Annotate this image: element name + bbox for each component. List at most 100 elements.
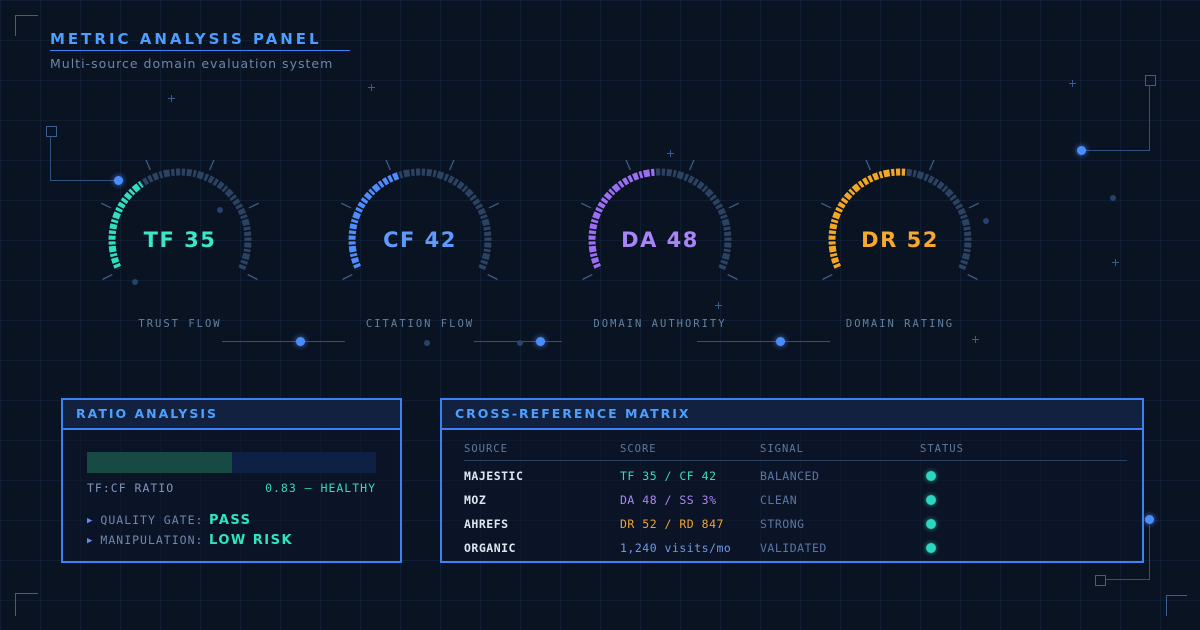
quality-gate-row: ▶ QUALITY GATE: PASS (87, 510, 252, 528)
corner-bracket-icon (1166, 595, 1187, 616)
ratio-label: TF:CF RATIO (87, 481, 175, 495)
panel-title: CROSS-REFERENCE MATRIX (442, 400, 1142, 430)
glow-dot-icon (536, 337, 545, 346)
sparkle-icon (368, 84, 375, 91)
sparkle-icon (1112, 259, 1119, 266)
table-header-divider (464, 460, 1127, 461)
gauge-label: CITATION FLOW (365, 318, 475, 330)
gauge-value: CF 42 (383, 228, 457, 252)
status-dot-icon (926, 495, 936, 505)
gauge-trust-flow: TF 35 TRUST FLOW (60, 150, 300, 340)
column-header-source: SOURCE (464, 443, 508, 455)
row-signal: STRONG (760, 517, 805, 531)
sparkle-icon (667, 150, 674, 157)
particle-dot-icon (983, 218, 989, 224)
status-dot-icon (926, 519, 936, 529)
manipulation-label: MANIPULATION: (100, 533, 204, 547)
title-underline (50, 50, 350, 51)
quality-gate-value: PASS (209, 513, 252, 528)
circuit-trace (1149, 525, 1150, 579)
ratio-value: 0.83 — HEALTHY (265, 481, 376, 495)
sparkle-icon (1069, 80, 1076, 87)
column-header-signal: SIGNAL (760, 443, 804, 455)
gauge-arc-icon (580, 159, 740, 281)
table-row: MOZ DA 48 / SS 3% CLEAN (464, 488, 1127, 512)
circuit-trace (222, 341, 345, 342)
circuit-trace (1105, 579, 1150, 580)
gauge-ticks (820, 159, 980, 281)
panel-title: RATIO ANALYSIS (63, 400, 400, 430)
column-header-score: SCORE (620, 443, 657, 455)
page-subtitle: Multi-source domain evaluation system (50, 56, 334, 71)
triangle-bullet-icon: ▶ (87, 516, 94, 526)
circuit-node-icon (1145, 75, 1156, 86)
row-source: MAJESTIC (464, 469, 524, 483)
gauge-value: DA 48 (621, 228, 699, 252)
circuit-trace (50, 180, 114, 181)
gauge-label: TRUST FLOW (138, 318, 222, 330)
gauge-ticks (580, 159, 740, 281)
row-source: MOZ (464, 493, 487, 507)
row-score: TF 35 / CF 42 (620, 469, 717, 483)
table-row: MAJESTIC TF 35 / CF 42 BALANCED (464, 464, 1127, 488)
gauge-value: DR 52 (861, 228, 939, 252)
particle-dot-icon (517, 340, 523, 346)
gauge-citation-flow: CF 42 CITATION FLOW (300, 150, 540, 340)
gauge-label: DOMAIN AUTHORITY (593, 318, 727, 330)
gauge-domain-authority: DA 48 DOMAIN AUTHORITY (540, 150, 780, 340)
table-row: ORGANIC 1,240 visits/mo VALIDATED (464, 536, 1127, 560)
gauge-ticks (100, 159, 260, 281)
circuit-trace (1086, 150, 1150, 151)
table-row: AHREFS DR 52 / RD 847 STRONG (464, 512, 1127, 536)
gauge-label: DOMAIN RATING (845, 318, 955, 330)
row-signal: CLEAN (760, 493, 798, 507)
ratio-progress-bar (87, 452, 376, 473)
circuit-trace (1149, 85, 1150, 150)
row-score: 1,240 visits/mo (620, 541, 732, 555)
row-score: DA 48 / SS 3% (620, 493, 717, 507)
sparkle-icon (972, 336, 979, 343)
row-source: ORGANIC (464, 541, 516, 555)
manipulation-value: LOW RISK (209, 533, 294, 548)
circuit-trace (50, 136, 51, 180)
corner-bracket-icon (15, 593, 38, 616)
gauge-arc-icon (340, 159, 500, 281)
glow-dot-icon (776, 337, 785, 346)
ratio-progress-fill (87, 452, 232, 473)
column-header-status: STATUS (920, 443, 964, 455)
row-signal: BALANCED (760, 469, 820, 483)
particle-dot-icon (424, 340, 430, 346)
particle-dot-icon (132, 279, 138, 285)
sparkle-icon (715, 302, 722, 309)
glow-dot-icon (114, 176, 123, 185)
row-source: AHREFS (464, 517, 509, 531)
glow-dot-icon (1077, 146, 1086, 155)
circuit-node-icon (46, 126, 57, 137)
sparkle-icon (168, 95, 175, 102)
glow-dot-icon (296, 337, 305, 346)
page-title: METRIC ANALYSIS PANEL (50, 30, 322, 48)
gauge-arc-icon (820, 159, 980, 281)
quality-gate-label: QUALITY GATE: (100, 513, 204, 527)
status-dot-icon (926, 471, 936, 481)
ratio-analysis-panel: RATIO ANALYSIS TF:CF RATIO 0.83 — HEALTH… (61, 398, 402, 563)
particle-dot-icon (1110, 195, 1116, 201)
gauge-ticks (340, 159, 500, 281)
row-score: DR 52 / RD 847 (620, 517, 724, 531)
circuit-trace (697, 341, 830, 342)
gauge-domain-rating: DR 52 DOMAIN RATING (780, 150, 1020, 340)
table-header-row: SOURCE SCORE SIGNAL STATUS (464, 439, 1127, 460)
triangle-bullet-icon: ▶ (87, 536, 94, 546)
manipulation-row: ▶ MANIPULATION: LOW RISK (87, 530, 293, 548)
glow-dot-icon (1145, 515, 1154, 524)
corner-bracket-icon (15, 15, 38, 36)
gauge-arc-icon (100, 159, 260, 281)
particle-dot-icon (217, 207, 223, 213)
row-signal: VALIDATED (760, 541, 827, 555)
cross-reference-matrix-panel: CROSS-REFERENCE MATRIX SOURCE SCORE SIGN… (440, 398, 1144, 563)
status-dot-icon (926, 543, 936, 553)
matrix-table: SOURCE SCORE SIGNAL STATUS MAJESTIC TF 3… (464, 439, 1127, 560)
circuit-node-icon (1095, 575, 1106, 586)
gauge-value: TF 35 (143, 228, 217, 252)
